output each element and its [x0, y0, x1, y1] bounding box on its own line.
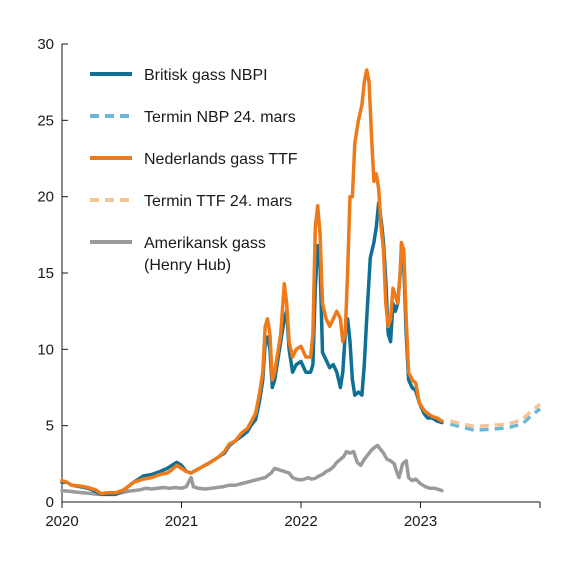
y-tick-label: 5 — [46, 418, 54, 435]
legend-item-henry-hub: Amerikansk gass (Henry Hub) — [90, 235, 266, 274]
legend-label: Termin TTF 24. mars — [144, 193, 292, 210]
x-tick-label: 2020 — [45, 513, 78, 530]
legend: Britisk gass NBPI Termin NBP 24. mars Nede… — [90, 67, 298, 274]
series-line-ttf-forward — [449, 402, 542, 429]
series-line-nbp-forward — [449, 407, 542, 432]
x-tick-label: 2021 — [165, 513, 198, 530]
y-tick-label: 0 — [46, 494, 54, 511]
axes: 0 5 10 15 20 25 30 2020 2021 2022 2023 — [37, 36, 541, 530]
y-tick-label: 10 — [37, 341, 54, 358]
series-line-henry-hub — [60, 443, 444, 497]
legend-label: Nederlands gass TTF — [144, 151, 298, 168]
legend-label: Britisk gass NBPI — [144, 67, 268, 84]
legend-item-ttf-forward: Termin TTF 24. mars — [90, 193, 292, 210]
legend-item-nbp-forward: Termin NBP 24. mars — [90, 109, 296, 126]
legend-label-line2: (Henry Hub) — [144, 257, 231, 274]
legend-label: Termin NBP 24. mars — [144, 109, 296, 126]
x-tick-label: 2022 — [284, 513, 317, 530]
legend-label: Amerikansk gass — [144, 235, 266, 252]
y-tick-label: 15 — [37, 265, 54, 282]
y-tick-label: 25 — [37, 112, 54, 129]
series-layer — [60, 68, 542, 497]
legend-item-nbp: Britisk gass NBPI — [90, 67, 268, 84]
series-line-ttf — [60, 68, 444, 496]
y-tick-label: 20 — [37, 189, 54, 206]
x-tick-label: 2023 — [404, 513, 437, 530]
y-tick-label: 30 — [37, 36, 54, 53]
legend-item-ttf: Nederlands gass TTF — [90, 151, 298, 168]
